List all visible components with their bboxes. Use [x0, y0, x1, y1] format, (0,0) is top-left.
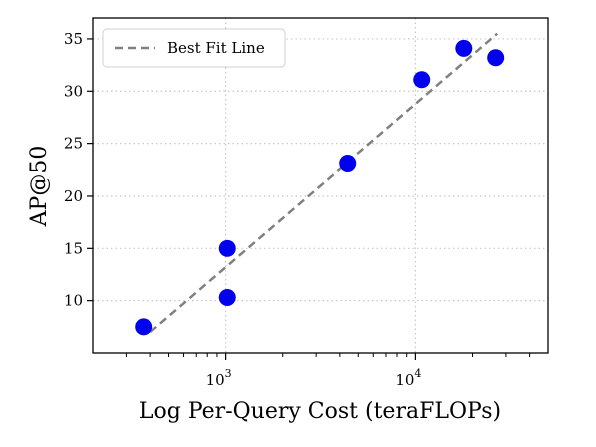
- y-tick-label: 20: [64, 187, 83, 205]
- data-point: [455, 39, 473, 57]
- x-tick-label: 103: [206, 367, 232, 389]
- data-point: [413, 71, 431, 89]
- data-point: [218, 239, 236, 257]
- data-points: [135, 39, 505, 336]
- y-tick-label: 30: [64, 82, 83, 100]
- y-tick-label: 25: [64, 135, 83, 153]
- legend-label: Best Fit Line: [167, 39, 265, 57]
- data-point: [218, 289, 236, 307]
- plot-frame: [92, 17, 549, 354]
- best-fit-line: [149, 32, 499, 334]
- legend: Best Fit Line: [102, 28, 286, 68]
- y-axis-ticks: 10 15 20 25 30 35: [64, 30, 93, 310]
- data-point: [135, 318, 153, 336]
- x-axis-title: Log Per-Query Cost (teraFLOPs): [139, 399, 501, 424]
- y-tick-label: 15: [64, 239, 83, 257]
- y-tick-label: 35: [64, 30, 83, 48]
- legend-box: [102, 28, 286, 68]
- y-tick-label: 10: [64, 292, 83, 310]
- x-tick-label: 104: [395, 367, 421, 389]
- x-axis-ticks: 103 104: [125, 353, 531, 389]
- data-point: [487, 49, 505, 67]
- data-point: [339, 155, 357, 173]
- y-axis-title: AP@50: [27, 146, 52, 228]
